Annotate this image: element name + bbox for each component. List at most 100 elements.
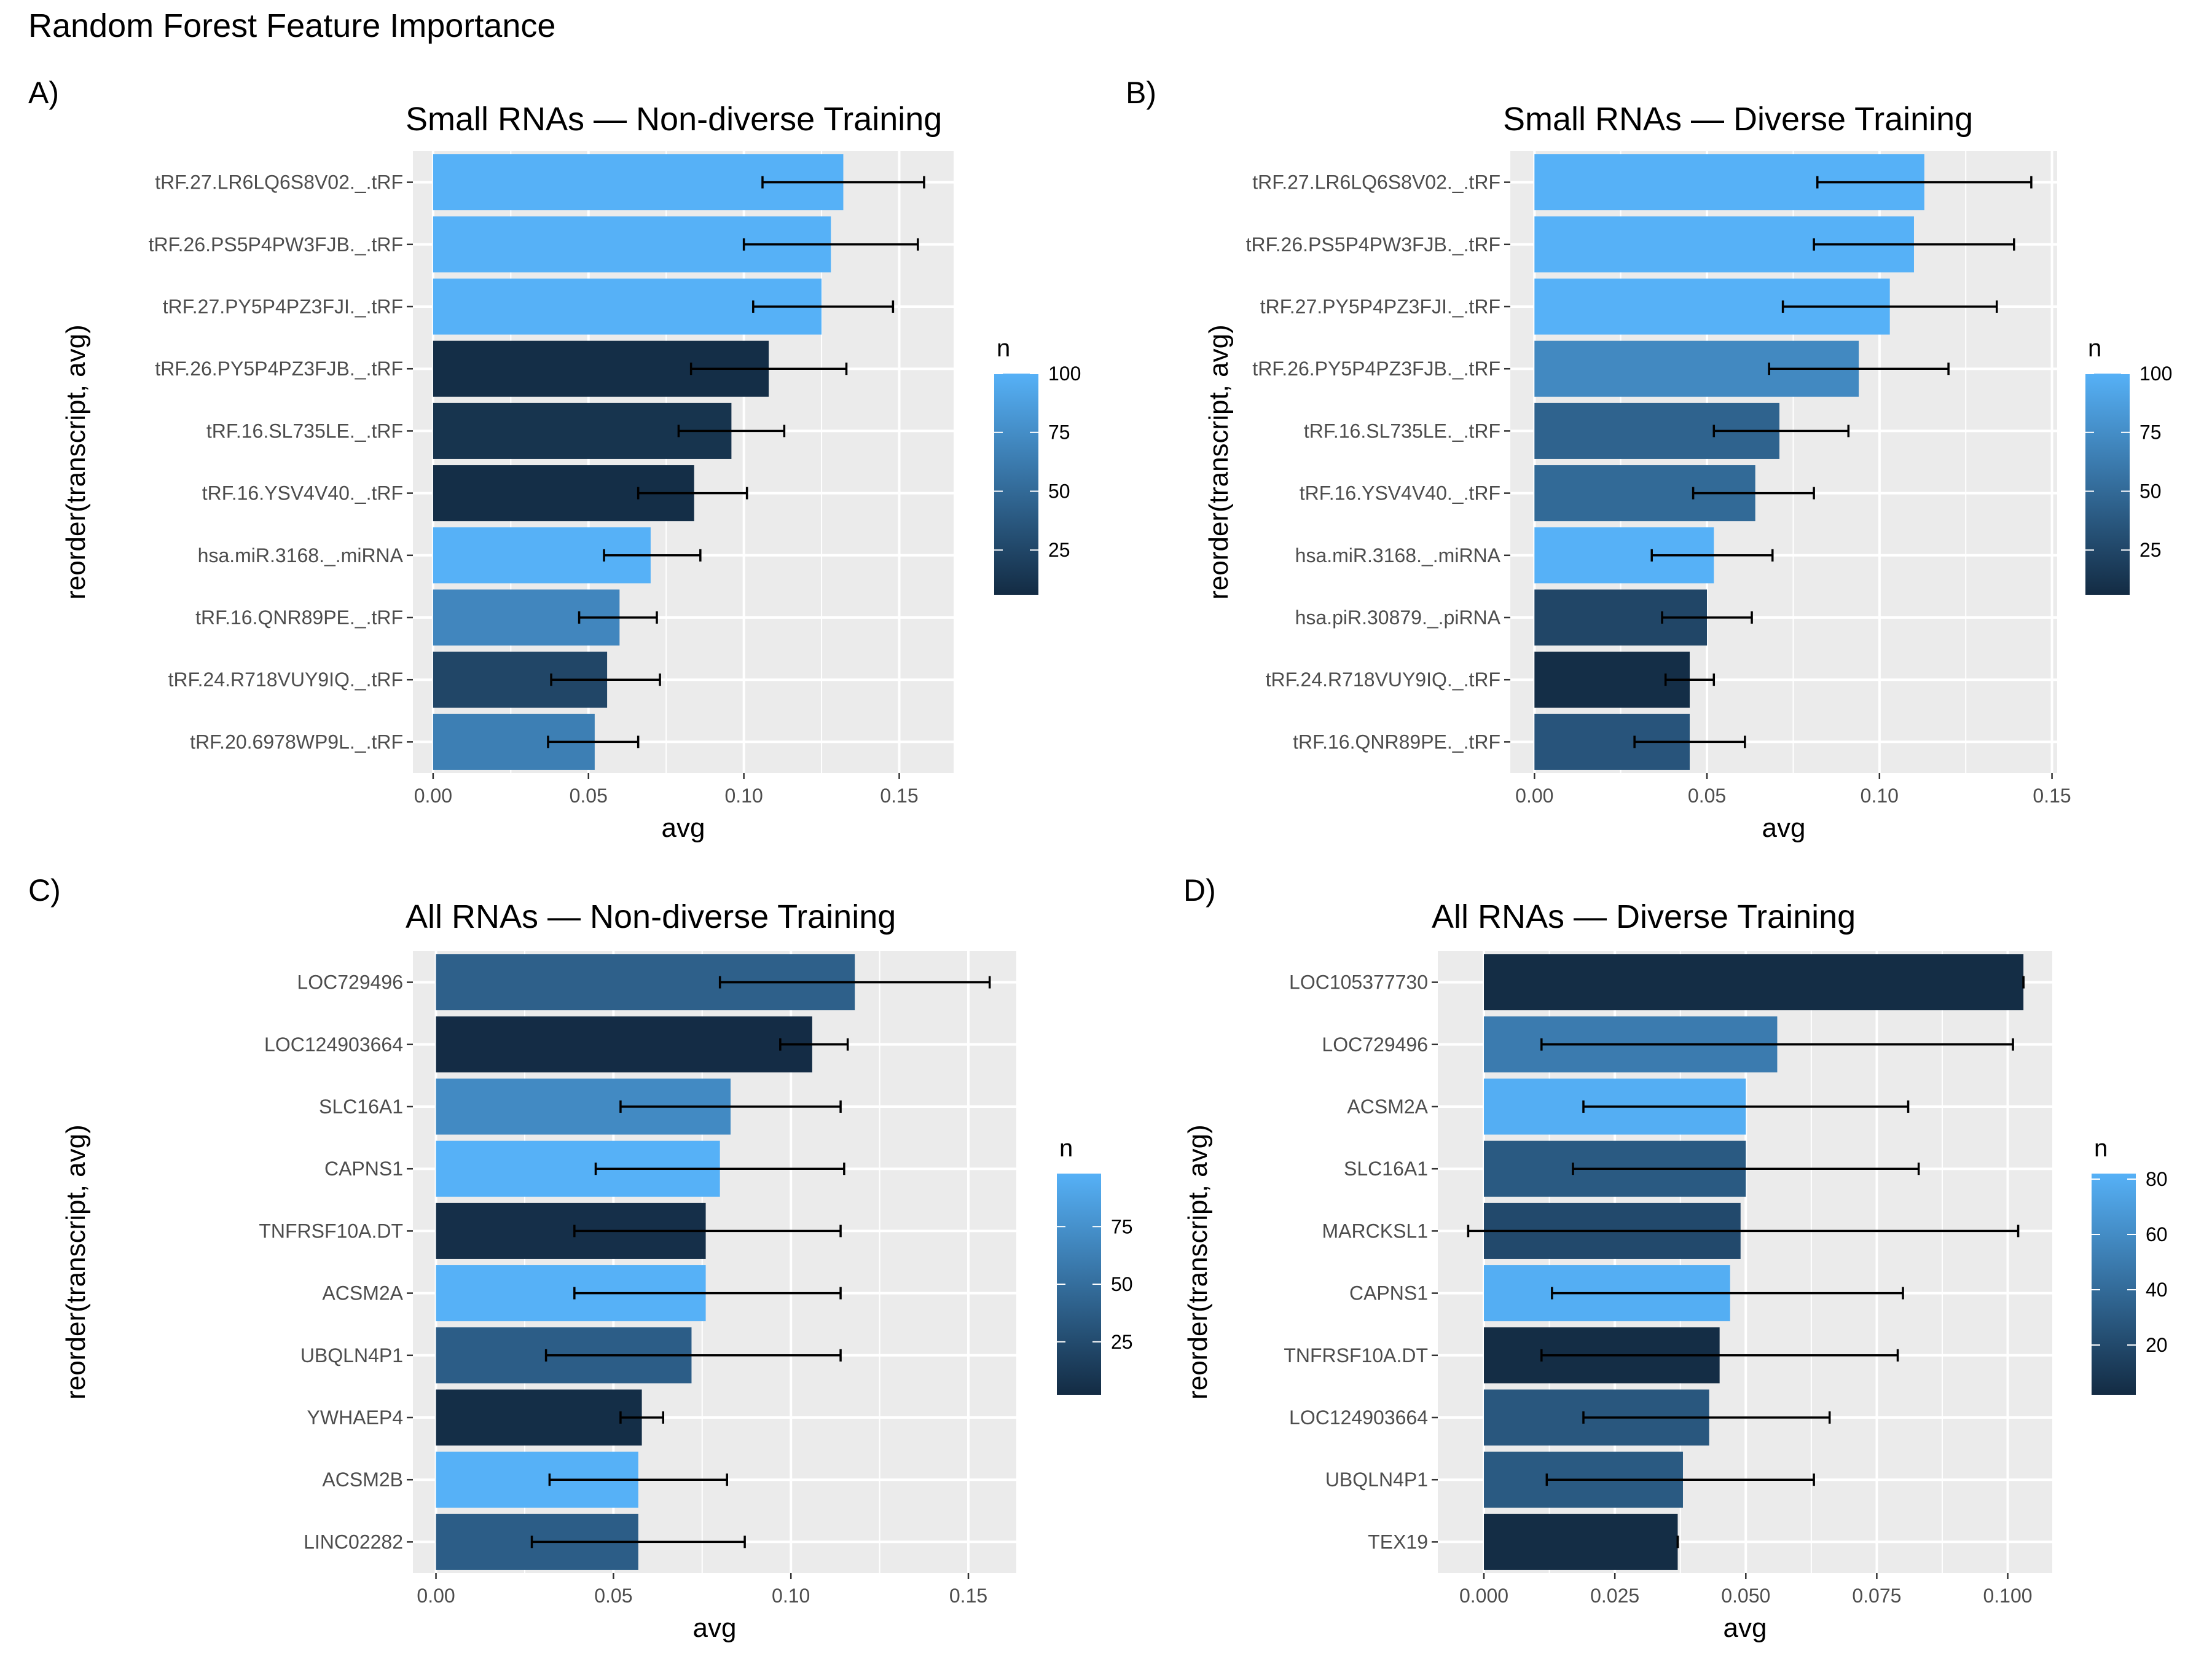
error-bar	[1664, 673, 1716, 686]
y-tick-label: SLC16A1	[1344, 1158, 1428, 1180]
y-tick-label: LOC124903664	[264, 1033, 403, 1056]
x-tick-label: 0.025	[1590, 1585, 1639, 1607]
legend-tick-label: 40	[2146, 1279, 2168, 1301]
y-tick-label: hsa.miR.3168._.miRNA	[1295, 544, 1501, 567]
legend-tick-label: 100	[2139, 363, 2172, 385]
y-tick-label: LOC729496	[1322, 1033, 1428, 1056]
y-axis-title: reorder(transcript, avg)	[61, 1124, 91, 1399]
panel-title: Small RNAs — Diverse Training	[1503, 101, 1973, 138]
error-bar	[1545, 1473, 1815, 1486]
error-bar	[1692, 487, 1815, 500]
error-bar	[548, 1473, 728, 1486]
legend-title: n	[997, 335, 1010, 362]
y-tick-label: tRF.26.PS5P4PW3FJB._.tRF	[149, 233, 403, 256]
error-bar	[1712, 425, 1850, 437]
error-bar	[573, 1225, 842, 1237]
error-bar	[1781, 300, 1998, 313]
error-bar	[530, 1535, 746, 1548]
x-tick-label: 0.00	[414, 785, 452, 807]
x-tick-label: 0.00	[417, 1585, 455, 1607]
y-tick-label: CAPNS1	[1349, 1282, 1428, 1304]
legend-tick-label: 20	[2146, 1334, 2168, 1356]
y-tick-label: LOC124903664	[1289, 1406, 1428, 1429]
legend-tick-label: 60	[2146, 1223, 2168, 1245]
error-bar	[594, 1163, 845, 1175]
error-bar	[1582, 1100, 1910, 1113]
legend-tick-label: 25	[1111, 1331, 1133, 1353]
y-tick-label: tRF.27.LR6LQ6S8V02._.tRF	[155, 171, 403, 194]
y-tick-label: tRF.27.PY5P4PZ3FJI._.tRF	[1260, 296, 1500, 318]
legend-tick-label: 50	[1048, 480, 1070, 502]
legend-title: n	[2094, 1135, 2108, 1162]
panel-letter: A)	[28, 76, 59, 110]
y-tick-label: CAPNS1	[324, 1158, 403, 1180]
chart-panel: D) All RNAs — Diverse Training LOC10537773…	[1183, 873, 2168, 1643]
y-tick-label: tRF.20.6978WP9L._.tRF	[190, 731, 403, 753]
y-tick-label: MARCKSL1	[1322, 1220, 1429, 1242]
error-bar	[1813, 238, 2015, 251]
legend: n 25 50 75 100	[994, 335, 1081, 595]
y-tick-label: tRF.26.PY5P4PZ3FJB._.tRF	[1252, 358, 1500, 380]
legend-tick-label: 100	[1048, 363, 1081, 385]
chart-panel: B) Small RNAs — Diverse Training tRF.27.LR…	[1126, 76, 2172, 843]
chart-panel: A) Small RNAs — Non-diverse Training tRF.2…	[28, 76, 1081, 843]
error-bar	[1540, 1038, 2014, 1051]
y-tick-label: YWHAEP4	[307, 1406, 403, 1429]
y-tick-label: tRF.16.QNR89PE._.tRF	[195, 606, 403, 629]
error-bar	[1816, 176, 2033, 189]
y-axis-title: reorder(transcript, avg)	[61, 324, 91, 599]
chart-panel: C) All RNAs — Non-diverse Training LOC7294…	[28, 873, 1133, 1643]
x-tick-label: 0.15	[2033, 785, 2071, 807]
legend: n 25 50 75 100	[2085, 335, 2172, 595]
x-tick-label: 0.15	[880, 785, 918, 807]
y-tick-label: ACSM2A	[1347, 1096, 1428, 1118]
bar	[1484, 954, 2024, 1011]
error-bar	[689, 363, 848, 375]
y-tick-label: TEX19	[1368, 1531, 1428, 1553]
y-tick-label: ACSM2A	[322, 1282, 403, 1304]
bar	[1534, 651, 1690, 708]
legend-tick-label: 50	[1111, 1273, 1133, 1295]
legend-tick-label: 25	[2139, 539, 2162, 561]
y-tick-label: ACSM2B	[322, 1469, 403, 1491]
x-axis-title: avg	[693, 1613, 737, 1643]
legend-tick-label: 75	[1048, 422, 1070, 444]
x-tick-label: 0.000	[1459, 1585, 1508, 1607]
error-bar	[573, 1287, 842, 1300]
y-tick-label: hsa.piR.30879._.piRNA	[1295, 606, 1501, 629]
panel-title: Small RNAs — Non-diverse Training	[406, 101, 942, 138]
y-tick-label: hsa.miR.3168._.miRNA	[198, 544, 404, 567]
y-tick-label: LOC105377730	[1289, 971, 1428, 994]
legend-tick-label: 75	[2139, 422, 2162, 444]
x-tick-label: 0.15	[949, 1585, 987, 1607]
error-bar	[752, 300, 895, 313]
bar	[1484, 1513, 1678, 1570]
y-tick-label: tRF.26.PY5P4PZ3FJB._.tRF	[155, 358, 403, 380]
y-tick-label: tRF.26.PS5P4PW3FJB._.tRF	[1246, 233, 1500, 256]
error-bar	[619, 1100, 842, 1113]
error-bar	[1467, 1225, 2020, 1237]
y-axis-title: reorder(transcript, avg)	[1204, 324, 1234, 599]
error-bar	[1540, 1349, 1899, 1362]
panels: A) Small RNAs — Non-diverse Training tRF.2…	[28, 76, 2172, 1643]
y-tick-label: tRF.16.QNR89PE._.tRF	[1293, 731, 1500, 753]
error-bar	[718, 976, 991, 989]
y-tick-label: tRF.24.R718VUY9IQ._.tRF	[168, 669, 403, 691]
x-tick-label: 0.10	[1861, 785, 1899, 807]
error-bar	[544, 1349, 842, 1362]
x-axis-title: avg	[1724, 1613, 1767, 1643]
panel-title: All RNAs — Non-diverse Training	[406, 898, 896, 935]
legend-tick-label: 80	[2146, 1168, 2168, 1190]
error-bar	[761, 176, 925, 189]
legend-title: n	[2088, 335, 2101, 362]
panel-letter: D)	[1183, 873, 1216, 908]
x-tick-label: 0.050	[1721, 1585, 1770, 1607]
legend-tick-label: 50	[2139, 480, 2162, 502]
y-tick-label: tRF.16.YSV4V40._.tRF	[202, 482, 403, 504]
x-tick-label: 0.100	[1983, 1585, 2032, 1607]
error-bar	[1768, 363, 1950, 375]
x-axis-title: avg	[1762, 813, 1806, 843]
y-tick-label: UBQLN4P1	[1325, 1469, 1428, 1491]
x-tick-label: 0.05	[594, 1585, 632, 1607]
